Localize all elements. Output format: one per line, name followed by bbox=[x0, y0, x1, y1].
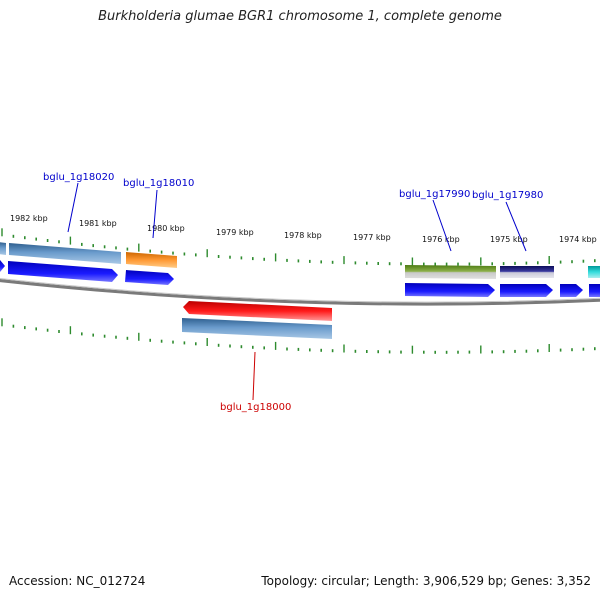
gene-labels: bglu_1g18020 bglu_1g18010 bglu_1g17990 b… bbox=[43, 172, 543, 413]
cds-arrow-right-edge[interactable] bbox=[589, 284, 600, 297]
accession-text: Accession: NC_012724 bbox=[9, 574, 146, 588]
cds-arrow-bglu-1g17990[interactable] bbox=[405, 283, 495, 297]
cds-arrow-bglu-1g17980[interactable] bbox=[500, 284, 553, 297]
reverse-genes bbox=[182, 301, 332, 339]
cds-arrow-left[interactable] bbox=[0, 260, 5, 272]
scale-label-1978: 1978 kbp bbox=[284, 231, 322, 240]
leader-bglu-1g18000 bbox=[252, 351, 256, 401]
outer-tick-marks bbox=[1, 228, 596, 266]
gene-band-bglu-1g17980[interactable] bbox=[500, 266, 554, 278]
gene-band-bglu-1g18000[interactable] bbox=[182, 318, 332, 339]
gene-label-bglu-1g18010[interactable]: bglu_1g18010 bbox=[123, 178, 194, 189]
gene-band-bglu-1g18010[interactable] bbox=[126, 252, 177, 268]
scale-label-1979: 1979 kbp bbox=[216, 228, 254, 237]
chromosome-backbone-highlight bbox=[0, 278, 600, 303]
cds-arrow-bglu-1g18010[interactable] bbox=[125, 270, 174, 285]
cds-arrow-small[interactable] bbox=[560, 284, 583, 297]
scale-label-1980: 1980 kbp bbox=[147, 224, 185, 233]
gene-band-bglu-1g17990[interactable] bbox=[405, 265, 496, 279]
scale-label-1976: 1976 kbp bbox=[422, 235, 460, 244]
forward-cds-arrows bbox=[0, 260, 600, 297]
genome-summary-text: Topology: circular; Length: 3,906,529 bp… bbox=[261, 574, 591, 588]
leader-bglu-1g17980 bbox=[505, 201, 527, 252]
map-title: Burkholderia glumae BGR1 chromosome 1, c… bbox=[98, 9, 502, 24]
cds-arrow-bglu-1g18000[interactable] bbox=[183, 301, 332, 321]
scale-label-1974: 1974 kbp bbox=[559, 235, 597, 244]
scale-label-1975: 1975 kbp bbox=[490, 235, 528, 244]
scale-label-1977: 1977 kbp bbox=[353, 233, 391, 242]
leader-bglu-1g18010 bbox=[152, 189, 158, 239]
cds-arrow-bglu-1g18020[interactable] bbox=[8, 261, 118, 282]
gene-label-bglu-1g18000[interactable]: bglu_1g18000 bbox=[220, 402, 291, 413]
gene-band-bglu-1g18020[interactable] bbox=[9, 243, 121, 264]
leader-bglu-1g18020 bbox=[67, 182, 79, 233]
inner-tick-marks bbox=[1, 318, 596, 354]
gene-band-cyan-right[interactable] bbox=[588, 266, 600, 278]
forward-gene-bands bbox=[0, 242, 600, 279]
label-leader-lines bbox=[67, 182, 527, 401]
scale-label-1982: 1982 kbp bbox=[10, 214, 48, 223]
scale-label-1981: 1981 kbp bbox=[79, 219, 117, 228]
kbp-scale: 1982 kbp 1981 kbp 1980 kbp 1979 kbp 1978… bbox=[10, 214, 597, 244]
gene-label-bglu-1g18020[interactable]: bglu_1g18020 bbox=[43, 172, 114, 183]
gene-label-bglu-1g17990[interactable]: bglu_1g17990 bbox=[399, 189, 470, 200]
leader-bglu-1g17990 bbox=[432, 199, 452, 252]
gene-band-steel-left[interactable] bbox=[0, 242, 6, 255]
chromosome-backbone bbox=[0, 279, 600, 306]
gene-label-bglu-1g17980[interactable]: bglu_1g17980 bbox=[472, 190, 543, 201]
